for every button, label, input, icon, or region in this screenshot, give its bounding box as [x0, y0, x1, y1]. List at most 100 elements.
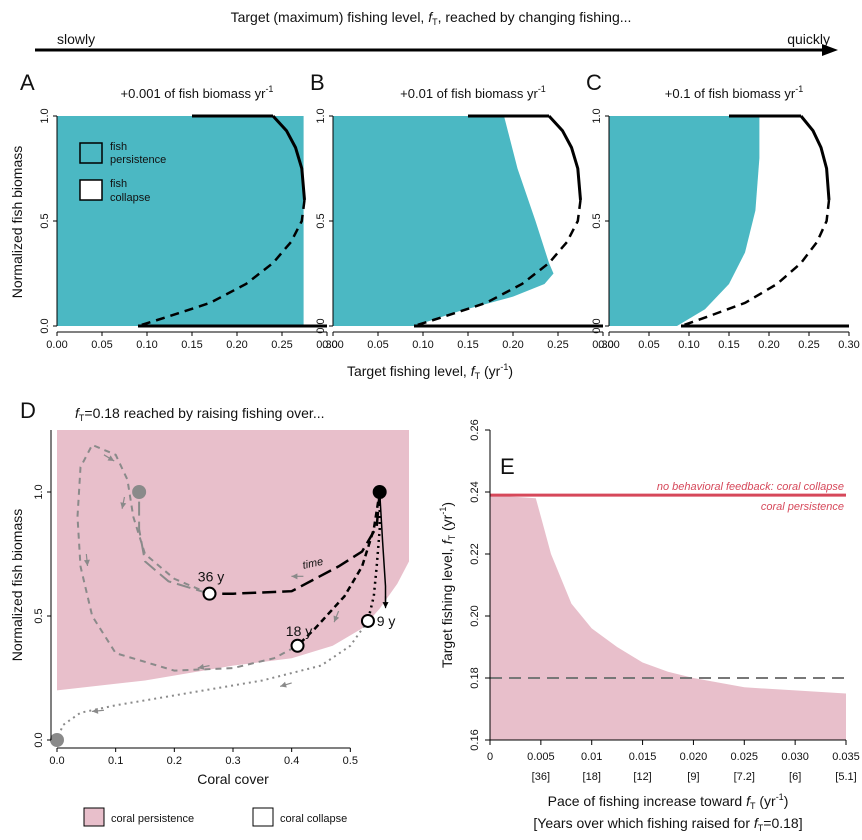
coral-persistence-area-E [490, 495, 846, 740]
coral-persistence-area [57, 430, 409, 691]
x-tick-label-C: 0.25 [798, 339, 819, 351]
y-tick-label-C: 1.0 [591, 108, 603, 123]
label-36y: 36 y [198, 568, 224, 584]
trajectory-36y [209, 491, 381, 595]
x-tick-label-E: 0.015 [629, 751, 657, 763]
x-tick-label-B: 0.15 [457, 339, 478, 351]
x-tick-label-A: 0.05 [91, 339, 112, 351]
top-y-axis-label: Normalized fish biomass [9, 146, 25, 299]
x-tick-label-D: 0.0 [49, 755, 64, 767]
x-tick-label-D: 0.3 [225, 755, 240, 767]
trajectory-arrow-head [333, 615, 340, 623]
x-tick-label-D: 0.1 [108, 755, 123, 767]
panel-label-C: C [586, 70, 602, 95]
legend-collapse-l2: collapse [110, 192, 150, 204]
legend-persistence-l1: fish [110, 141, 127, 153]
x-axis-label-D: Coral cover [197, 771, 269, 787]
x-tick-label-B: 0.30 [592, 339, 613, 351]
label-18y: 18 y [286, 623, 312, 639]
slowly-label: slowly [57, 31, 95, 47]
x-tick-label-C: 0.05 [638, 339, 659, 351]
y-tick-label-E: 0.26 [469, 419, 481, 440]
trajectory-9y-grey [56, 620, 369, 741]
legend-collapse-l1: fish [110, 178, 127, 190]
y-tick-label-A: 0.5 [39, 213, 51, 228]
legend-collapse-swatch [79, 179, 103, 201]
x-tick-label-A: 0.00 [46, 339, 67, 351]
y-tick-label-A: 1.0 [39, 108, 51, 123]
pace-arrow-head [822, 44, 838, 56]
panel-label-A: A [20, 70, 35, 95]
x-tick-label-C: 0.20 [758, 339, 779, 351]
x-tick-label-E: 0.035 [832, 751, 860, 763]
x-tick-label-E: 0.005 [527, 751, 555, 763]
y-axis-label-D: Normalized fish biomass [9, 509, 25, 662]
legend-bottom: coral persistence coral collapse [83, 807, 347, 827]
start-point [372, 485, 387, 499]
x-tick-label-C: 0.15 [718, 339, 739, 351]
x-tick-label-D: 0.2 [167, 755, 182, 767]
panel-label-E: E [500, 454, 515, 479]
x-tick-label-B: 0.20 [502, 339, 523, 351]
x-tick2-label-E: [5.1] [835, 771, 856, 783]
trajectory-arrow-head [91, 707, 99, 714]
legend-coral-persistence-swatch [83, 807, 105, 827]
y-tick-label-B: 1.0 [315, 108, 327, 123]
label-9y: 9 y [377, 613, 396, 629]
fish-persistence-area-A [57, 116, 304, 326]
x-tick-label-B: 0.25 [547, 339, 568, 351]
y-tick-label-C: 0.5 [591, 213, 603, 228]
panel-label-B: B [310, 70, 325, 95]
panel-title-D: fT=0.18 reached by raising fishing over.… [75, 405, 324, 423]
panel-title-A: +0.001 of fish biomass yr-1 [121, 84, 274, 101]
collapse-threshold-C-unstable-solid [799, 115, 831, 201]
trajectory-9y-arrow-shaft [378, 491, 387, 604]
legend-persistence-l2: persistence [110, 154, 166, 166]
trajectory-arrow-head [382, 602, 389, 609]
y-axis-label-E: Target fishing level, fT (yr-1) [438, 502, 457, 668]
label-time: time [302, 556, 325, 572]
fish-persistence-area-B [333, 116, 554, 326]
point-18y [290, 638, 305, 653]
trajectory-36y-grey [138, 492, 210, 595]
legend-coral-persistence: coral persistence [111, 813, 194, 825]
x-tick2-label-E: [7.2] [734, 771, 755, 783]
x-tick-label-E: 0.01 [581, 751, 602, 763]
end-point-recovery [132, 485, 147, 499]
panel-d: 36 y 18 y 9 y time 0.0 0.1 0.2 0.3 0.4 0.5 0.0 0.5 1… [9, 398, 409, 787]
panel-title-C: +0.1 of fish biomass yr-1 [665, 84, 803, 101]
x-tick-label-A: 0.30 [316, 339, 337, 351]
collapse-threshold-B-unstable-solid [547, 114, 582, 201]
y-tick-label-B: 0.5 [315, 213, 327, 228]
x-tick-label-C: 0.00 [598, 339, 619, 351]
end-point-collapse [50, 733, 64, 747]
collapse-threshold-B-unstable-dashed [413, 199, 582, 328]
panel-c: 0.00 0.05 0.10 0.15 0.20 0.25 0.30 0.0 0.5 1.0 C +0… [586, 70, 860, 351]
panel-e: no behavioral feedback: coral collapse co… [438, 419, 860, 833]
collapse-threshold-A-unstable-dashed [137, 199, 306, 328]
coral-persistence-label-E: coral persistence [761, 501, 844, 513]
y-tick-label-D: 0.0 [33, 732, 45, 747]
legend-coral-collapse: coral collapse [280, 813, 347, 825]
trajectory-18y [296, 491, 381, 647]
x-tick2-label-E: [12] [633, 771, 651, 783]
legend-persistence-swatch [79, 142, 103, 164]
x-tick-label-C: 0.10 [678, 339, 699, 351]
x-tick-label-C: 0.30 [838, 339, 859, 351]
top-x-axis-label: Target fishing level, fT (yr-1) [347, 362, 513, 381]
legend-top: fish persistence fish collapse [79, 141, 166, 204]
y-tick-label-E: 0.22 [469, 543, 481, 564]
x-tick-label-D: 0.5 [343, 755, 358, 767]
y-tick-label-E: 0.18 [469, 667, 481, 688]
x-tick2-label-E: [9] [687, 771, 699, 783]
x-tick-label-E: 0.030 [781, 751, 809, 763]
x-tick-label-B: 0.10 [412, 339, 433, 351]
no-feedback-label: no behavioral feedback: coral collapse [657, 481, 844, 493]
panel-title-B: +0.01 of fish biomass yr-1 [400, 84, 546, 101]
y-tick-label-E: 0.24 [469, 481, 481, 502]
header-title: Target (maximum) fishing level, fT, reac… [231, 9, 632, 27]
x-tick-label-A: 0.15 [181, 339, 202, 351]
x-tick2-label-E: [6] [789, 771, 801, 783]
trajectory-arrow-head [291, 573, 298, 580]
